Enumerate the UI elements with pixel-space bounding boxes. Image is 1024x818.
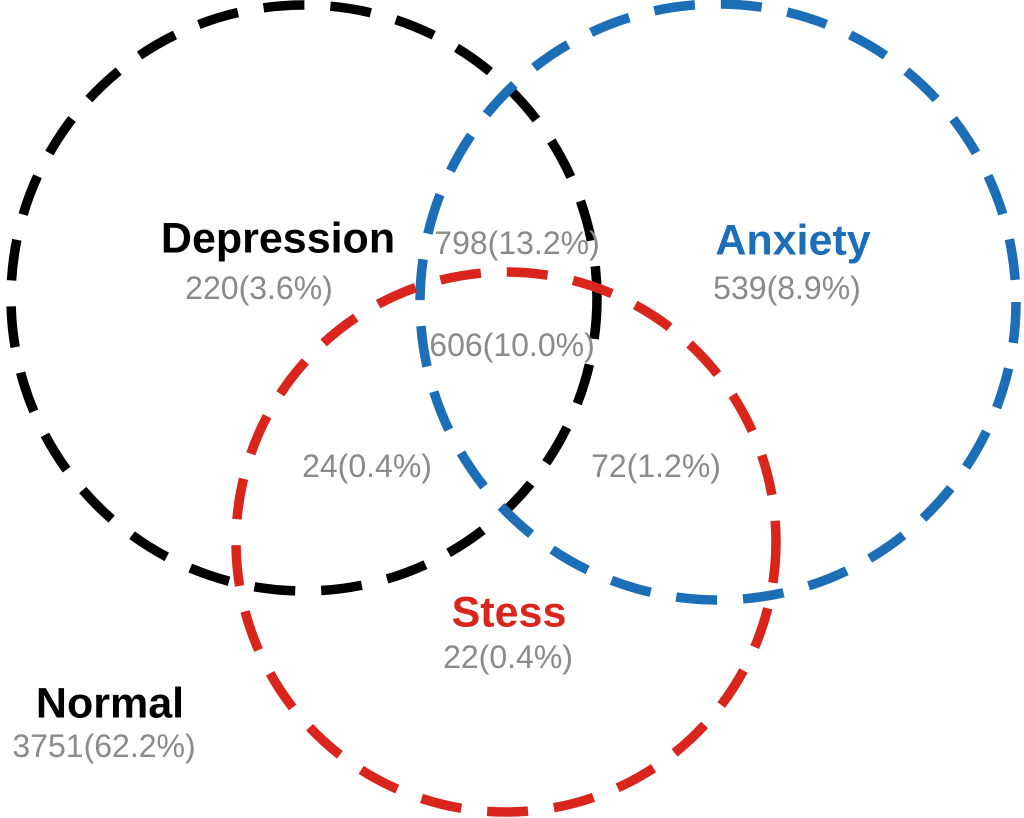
stress-set-label: Stess [451, 588, 567, 637]
stress-circle [231, 267, 781, 817]
anxiety-stress-overlap-value: 72(1.2%) [591, 448, 721, 484]
anxiety-set-label: Anxiety [715, 216, 871, 265]
normal-outside-value: 3751(62.2%) [12, 728, 196, 764]
depression-anxiety-overlap-value: 798(13.2%) [434, 225, 600, 261]
depression-only-value: 220(3.6%) [185, 270, 333, 306]
depression-circle [6, 0, 602, 596]
anxiety-only-value: 539(8.9%) [713, 270, 861, 306]
stress-only-value: 22(0.4%) [443, 639, 573, 675]
depression-stress-overlap-value: 24(0.4%) [302, 448, 432, 484]
anxiety-circle [415, 0, 1021, 605]
all-three-overlap-value: 606(10.0%) [429, 327, 595, 363]
depression-set-label: Depression [160, 214, 396, 263]
normal-outside-label: Normal [35, 679, 185, 728]
